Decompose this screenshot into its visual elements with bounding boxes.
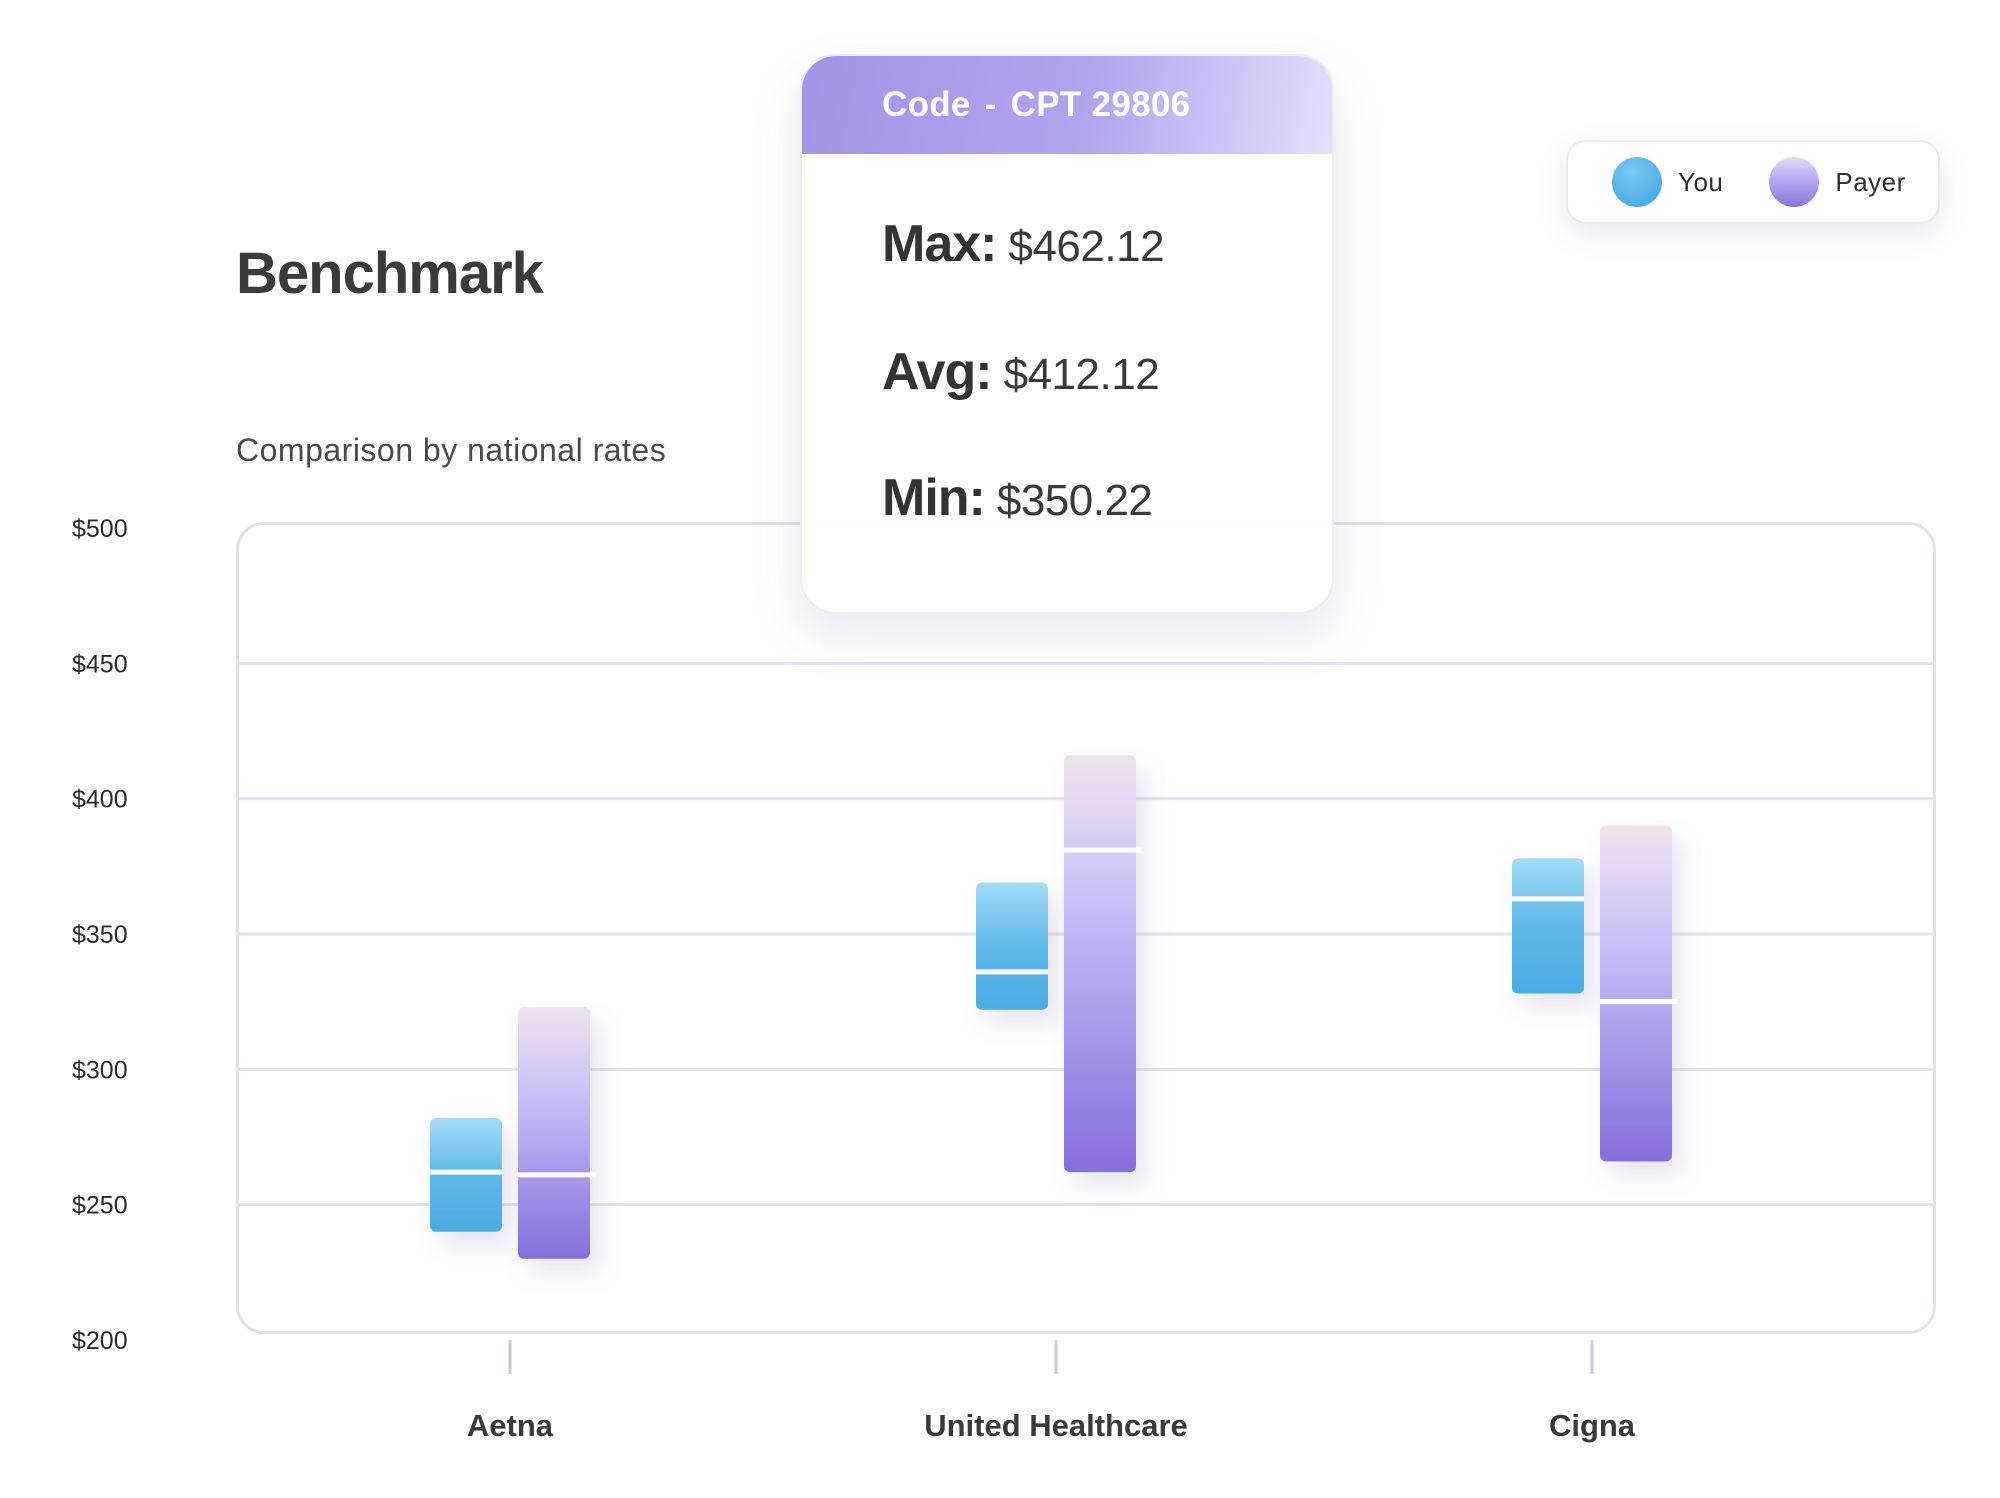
- legend-swatch-payer: [1769, 157, 1820, 207]
- tooltip-min-value: $350.22: [996, 476, 1153, 525]
- tooltip-min-label: Min:: [882, 469, 986, 527]
- legend-label-you: You: [1678, 166, 1724, 197]
- tooltip-max-label: Max:: [882, 215, 997, 273]
- bar-you[interactable]: [430, 1118, 502, 1232]
- chart-subtitle: Comparison by national rates: [236, 432, 667, 468]
- tooltip-row-min: Min: $350.22: [882, 468, 1153, 528]
- y-tick-label: $350: [72, 921, 128, 949]
- y-tick-label: $450: [72, 650, 128, 678]
- x-tick-label: Aetna: [467, 1408, 554, 1443]
- y-tick-label: $200: [72, 1327, 128, 1355]
- x-tick-label: Cigna: [1549, 1408, 1636, 1443]
- legend-label-payer: Payer: [1835, 166, 1906, 197]
- tooltip-row-max: Max: $462.12: [882, 214, 1165, 274]
- y-tick-label: $400: [72, 786, 128, 814]
- bar-you[interactable]: [1512, 858, 1584, 994]
- tooltip-code-label: Code: [882, 85, 971, 124]
- rate-tooltip: Code - CPT 29806 Max: $462.12 Avg: $412.…: [800, 54, 1334, 614]
- tooltip-separator: -: [984, 85, 997, 124]
- bar-you[interactable]: [976, 882, 1048, 1010]
- bar-payer[interactable]: [518, 1007, 590, 1259]
- y-tick-label: $250: [72, 1192, 128, 1220]
- tooltip-code-value: CPT 29806: [1010, 85, 1191, 124]
- x-tick-label: United Healthcare: [924, 1408, 1188, 1443]
- tooltip-avg-label: Avg:: [882, 343, 993, 401]
- bar-payer[interactable]: [1600, 825, 1672, 1162]
- bar-payer[interactable]: [1064, 755, 1136, 1173]
- tooltip-header: Code - CPT 29806: [802, 56, 1332, 154]
- tooltip-avg-value: $412.12: [1003, 350, 1160, 399]
- legend-swatch-you: [1612, 157, 1662, 207]
- y-tick-label: $300: [72, 1056, 128, 1084]
- chart-title: Benchmark: [236, 241, 544, 306]
- legend-item-payer[interactable]: Payer: [1769, 157, 1905, 207]
- legend-item-you[interactable]: You: [1612, 157, 1723, 207]
- legend: You Payer: [1566, 140, 1940, 224]
- tooltip-row-avg: Avg: $412.12: [882, 342, 1160, 402]
- y-tick-label: $500: [72, 515, 128, 543]
- tooltip-max-value: $462.12: [1008, 222, 1165, 271]
